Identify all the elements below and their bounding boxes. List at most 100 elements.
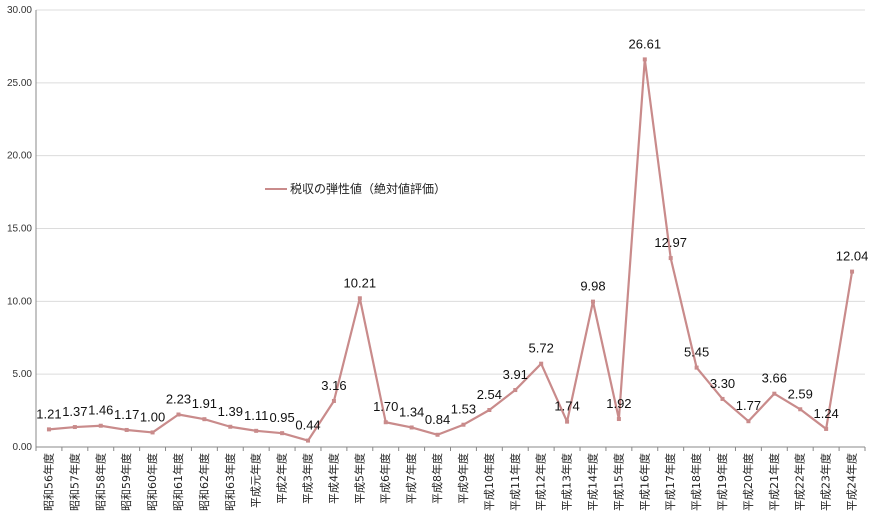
data-label: 1.46 [88,403,113,418]
data-label: 12.04 [836,249,869,264]
data-point [435,432,440,437]
data-point [98,423,103,428]
data-point [228,424,233,429]
x-tick-label: 平成23年度 [819,453,833,511]
data-point [668,256,673,261]
data-label: 9.98 [580,279,605,294]
x-tick-label: 平成9年度 [456,453,470,504]
x-tick-label: 昭和59年度 [119,453,133,511]
data-point [746,419,751,424]
data-label: 26.61 [629,36,662,51]
data-label: 10.21 [344,275,377,290]
x-tick-label: 平成14年度 [585,453,599,511]
x-tick-label: 平成20年度 [741,453,755,511]
data-label: 3.91 [503,367,528,382]
data-point [850,269,855,274]
legend: 税収の弾性値（絶対値評価） [265,181,446,196]
x-tick-label: 平成元年度 [249,453,263,508]
data-label: 1.34 [399,404,424,419]
x-tick-label: 平成5年度 [352,453,366,504]
data-point [642,57,647,62]
x-tick-label: 平成19年度 [715,453,729,511]
x-axis: 昭和56年度 昭和57年度 昭和58年度 昭和59年度 昭和60年度 昭和61年度 昭和62… [35,446,866,511]
data-label: 5.72 [529,341,554,356]
x-tick-label: 平成21年度 [767,453,781,511]
data-point [824,426,829,431]
x-tick-label: 平成13年度 [560,453,574,511]
series-layer [46,57,855,443]
data-point [306,438,311,443]
data-point [357,296,362,301]
y-tick-label: 10.00 [7,296,32,307]
data-label: 3.30 [710,376,735,391]
x-tick-label: 平成22年度 [793,453,807,511]
x-tick-label: 昭和62年度 [197,453,211,511]
data-point [280,431,285,436]
data-label: 2.54 [477,387,502,402]
data-label: 2.59 [788,386,813,401]
data-point [616,417,621,422]
x-tick-label: 平成3年度 [301,453,315,504]
x-tick-label: 昭和58年度 [93,453,107,511]
x-tick-label: 平成11年度 [508,453,522,511]
x-tick-label: 昭和61年度 [171,453,185,511]
data-label: 3.16 [321,378,346,393]
data-label: 3.66 [762,371,787,386]
y-axis: 0.00 5.00 10.00 15.00 20.00 25.00 30.00 [7,5,37,453]
data-point [254,428,259,433]
y-tick-label: 15.00 [7,224,32,235]
data-point [46,427,51,432]
x-tick-label: 平成4年度 [326,453,340,504]
data-point [590,299,595,304]
data-label: 1.17 [114,407,139,422]
x-tick-label: 平成24年度 [845,453,859,511]
x-tick-label: 平成18年度 [689,453,703,511]
data-point [565,419,570,424]
data-point [72,425,77,430]
data-label: 0.84 [425,412,450,427]
x-tick-label: 昭和56年度 [41,453,55,511]
data-point [383,420,388,425]
data-point [409,425,414,430]
data-point [124,427,129,432]
data-point [202,417,207,422]
x-tick-label: 昭和63年度 [223,453,237,511]
x-tick-label: 昭和60年度 [145,453,159,511]
data-label: 1.21 [36,406,61,421]
legend-label: 税収の弾性値（絶対値評価） [290,181,446,196]
data-point [798,407,803,412]
x-tick-label: 平成2年度 [275,453,289,504]
data-label: 0.44 [295,418,320,433]
x-tick-label: 平成7年度 [404,453,418,504]
x-tick-label: 平成17年度 [663,453,677,511]
data-point [513,388,518,393]
data-label: 1.39 [218,404,243,419]
y-tick-label: 30.00 [7,5,32,16]
data-label: 1.77 [736,398,761,413]
x-tick-label: 昭和57年度 [67,453,81,511]
y-tick-label: 0.00 [13,442,33,453]
x-tick-label: 平成15年度 [611,453,625,511]
data-label: 12.97 [654,235,687,250]
data-label: 1.91 [192,396,217,411]
data-point [487,408,492,413]
series-line [48,58,854,442]
data-point [694,365,699,370]
x-tick-label: 平成12年度 [534,453,548,511]
x-tick-label: 平成10年度 [482,453,496,511]
gridlines [36,9,865,375]
data-point [176,412,181,417]
data-point [150,430,155,435]
data-label: 1.53 [451,402,476,417]
data-point [331,398,336,403]
x-tick-label: 平成6年度 [378,453,392,504]
x-tick-label: 平成16年度 [637,453,651,511]
data-label: 1.74 [554,399,579,414]
data-point [772,391,777,396]
data-label: 5.45 [684,345,709,360]
data-label: 0.95 [269,410,294,425]
data-label: 1.24 [813,406,838,421]
data-point [461,422,466,427]
data-label: 1.11 [244,408,268,423]
